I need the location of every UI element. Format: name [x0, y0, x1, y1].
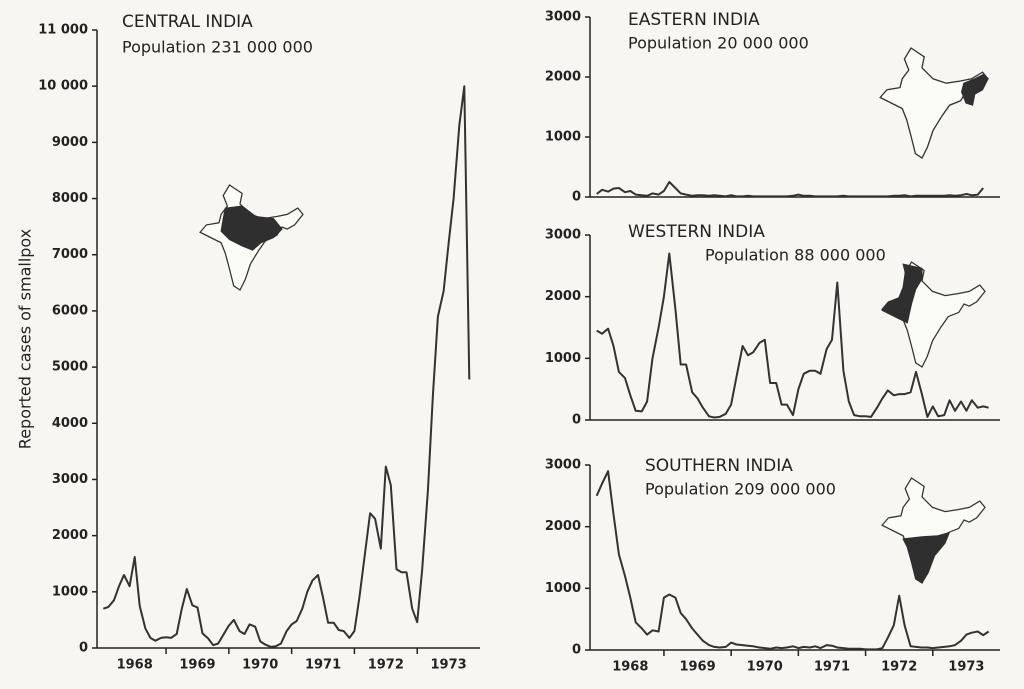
- chart-subtitle: Population 88 000 000: [705, 246, 886, 265]
- data-line: [102, 85, 471, 648]
- y-tick-label: 1000: [545, 351, 581, 366]
- map-outline: [879, 47, 989, 159]
- x-tick-label: 1969: [679, 660, 715, 675]
- y-tick-label: 11 000: [38, 23, 88, 38]
- data-line: [595, 470, 990, 651]
- y-tick-label: 0: [572, 643, 581, 658]
- y-tick-label: 2000: [545, 289, 581, 304]
- x-tick-label: 1970: [242, 658, 278, 673]
- map-region: [961, 73, 989, 106]
- chart-title: EASTERN INDIA: [628, 10, 760, 30]
- x-tick-label: 1972: [881, 660, 917, 675]
- y-tick-label: 10 000: [38, 79, 88, 94]
- y-tick-label: 0: [572, 190, 581, 205]
- y-tick-label: 2000: [545, 70, 581, 85]
- y-tick-label: 0: [79, 641, 88, 656]
- x-tick-label: 1971: [814, 660, 850, 675]
- map: [879, 47, 989, 159]
- y-tick-label: 7000: [52, 247, 88, 262]
- y-tick-label: 3000: [545, 10, 581, 25]
- x-tick-label: 1968: [117, 658, 153, 673]
- y-tick-label: 2000: [545, 519, 581, 534]
- chart-title: WESTERN INDIA: [628, 222, 765, 242]
- map: [199, 184, 304, 291]
- y-tick-label: 6000: [52, 303, 88, 318]
- data-line: [596, 252, 989, 419]
- y-tick-label: 4000: [52, 416, 88, 431]
- map: [881, 261, 986, 368]
- map-region: [902, 531, 951, 584]
- y-tick-label: 0: [572, 413, 581, 428]
- x-tick-label: 1969: [179, 658, 215, 673]
- x-tick-label: 1968: [612, 660, 648, 675]
- x-tick-label: 1973: [948, 660, 984, 675]
- data-line: [596, 181, 984, 198]
- chart-subtitle: Population 231 000 000: [122, 38, 313, 57]
- x-tick-label: 1970: [747, 660, 783, 675]
- y-tick-label: 2000: [52, 528, 88, 543]
- y-tick-label: 1000: [545, 130, 581, 145]
- x-tick-label: 1973: [431, 658, 467, 673]
- chart-title: CENTRAL INDIA: [122, 12, 253, 32]
- chart-subtitle: Population 209 000 000: [645, 480, 836, 499]
- x-tick-label: 1971: [305, 658, 341, 673]
- chart-subtitle: Population 20 000 000: [628, 34, 809, 53]
- map: [881, 477, 986, 584]
- y-tick-label: 8000: [52, 191, 88, 206]
- y-tick-label: 5000: [52, 360, 88, 375]
- x-tick-label: 1972: [368, 658, 404, 673]
- y-tick-label: 1000: [52, 584, 88, 599]
- chart-title: SOUTHERN INDIA: [645, 456, 793, 476]
- map-region: [881, 263, 923, 324]
- map-outline: [881, 477, 986, 584]
- y-axis-label: Reported cases of smallpox: [16, 229, 35, 449]
- y-tick-label: 1000: [545, 581, 581, 596]
- y-tick-label: 3000: [545, 228, 581, 243]
- y-tick-label: 3000: [52, 472, 88, 487]
- y-tick-label: 9000: [52, 135, 88, 150]
- y-tick-label: 3000: [545, 458, 581, 473]
- map-region: [220, 205, 283, 251]
